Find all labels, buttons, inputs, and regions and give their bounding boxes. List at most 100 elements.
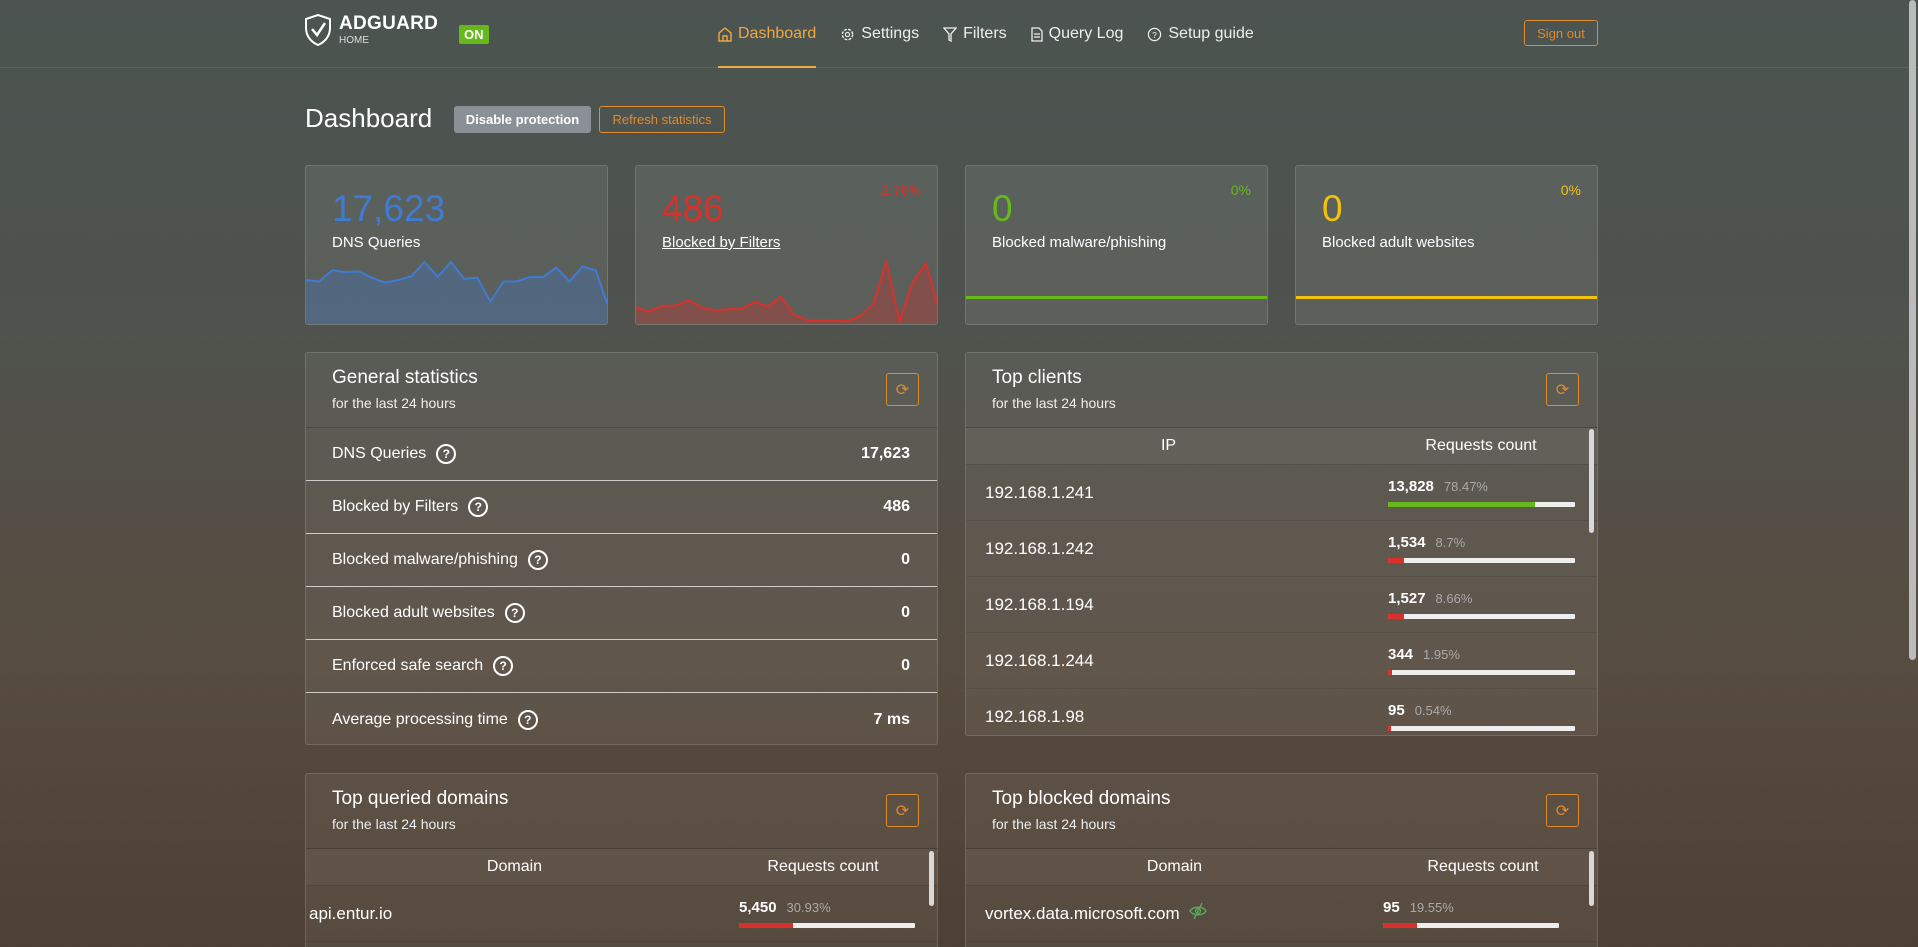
client-ip[interactable]: 192.168.1.194 bbox=[985, 594, 1094, 614]
requests-count-cell: 344 1.95% bbox=[1388, 646, 1575, 675]
nav-filters[interactable]: Filters bbox=[943, 0, 1007, 68]
card-label: Blocked adult websites bbox=[1322, 234, 1475, 251]
panel-title: Top queried domains bbox=[332, 788, 509, 809]
stat-label: Enforced safe search? bbox=[332, 656, 514, 676]
client-ip[interactable]: 192.168.1.242 bbox=[985, 538, 1094, 558]
logo[interactable]: ADGUARD HOME bbox=[305, 14, 438, 46]
help-icon[interactable]: ? bbox=[493, 656, 514, 676]
count-bar-fill bbox=[1388, 614, 1405, 619]
client-row[interactable]: 192.168.1.242 1,534 8.7% bbox=[966, 521, 1597, 577]
top-blocked-domains-panel: Top blocked domains for the last 24 hours… bbox=[965, 773, 1598, 947]
client-row[interactable]: 192.168.1.241 13,828 78.47% bbox=[966, 465, 1597, 521]
domain-row[interactable]: api.entur.io 5,450 30.93% bbox=[306, 886, 937, 942]
column-header-count[interactable]: Requests count bbox=[1427, 858, 1539, 875]
nav-query-log[interactable]: Query Log bbox=[1031, 0, 1124, 68]
stat-label-text: Blocked adult websites bbox=[332, 604, 495, 621]
help-icon[interactable]: ? bbox=[468, 497, 489, 517]
sparkline-point bbox=[463, 277, 466, 280]
requests-count-cell: 95 19.55% bbox=[1383, 899, 1559, 928]
client-ip[interactable]: 192.168.1.244 bbox=[985, 650, 1094, 670]
card-percent: 0% bbox=[1560, 182, 1581, 198]
refresh-button[interactable]: ⟳ bbox=[1546, 794, 1579, 827]
refresh-button[interactable]: ⟳ bbox=[886, 373, 919, 406]
brand-name: ADGUARD bbox=[339, 13, 439, 34]
sparkline-point bbox=[449, 261, 452, 263]
sparkline-point bbox=[436, 276, 439, 278]
blocked-by-filters-link[interactable]: Blocked by Filters bbox=[662, 234, 781, 251]
column-header-count[interactable]: Requests count bbox=[1425, 437, 1537, 454]
page-scrollbar[interactable] bbox=[1909, 0, 1916, 660]
brand-sub: HOME bbox=[339, 35, 369, 46]
nav-settings[interactable]: Settings bbox=[840, 0, 919, 68]
disable-protection-button[interactable]: Disable protection bbox=[454, 106, 591, 133]
refresh-icon: ⟳ bbox=[1555, 381, 1570, 399]
scrollbar[interactable] bbox=[1589, 851, 1594, 906]
client-row[interactable]: 192.168.1.194 1,527 8.66% bbox=[966, 577, 1597, 633]
sparkline-point bbox=[594, 269, 597, 272]
client-ip[interactable]: 192.168.1.241 bbox=[985, 482, 1094, 502]
help-icon[interactable]: ? bbox=[504, 603, 525, 623]
sparkline-point bbox=[489, 300, 492, 303]
sparkline-point bbox=[636, 306, 637, 309]
refresh-icon: ⟳ bbox=[895, 802, 910, 820]
card-label: Blocked malware/phishing bbox=[992, 234, 1167, 251]
card-adult: 0% 0 Blocked adult websites bbox=[1295, 165, 1598, 325]
dns-queries-sparkline bbox=[306, 260, 607, 324]
stat-value: 486 bbox=[883, 498, 910, 515]
column-header-count[interactable]: Requests count bbox=[767, 858, 879, 875]
sparkline-point bbox=[528, 276, 531, 278]
sparkline-point bbox=[872, 303, 875, 306]
refresh-button[interactable]: ⟳ bbox=[886, 794, 919, 827]
stat-label: Blocked malware/phishing? bbox=[332, 550, 548, 570]
count-bar bbox=[1388, 726, 1575, 731]
panel-title: General statistics bbox=[332, 367, 478, 388]
sparkline-point bbox=[700, 306, 703, 309]
nav-dashboard[interactable]: Dashboard bbox=[718, 0, 817, 68]
domain-name[interactable]: vortex.data.microsoft.com bbox=[985, 903, 1180, 923]
nav-label: Query Log bbox=[1048, 25, 1124, 42]
sign-out-button[interactable]: Sign out bbox=[1524, 20, 1598, 46]
sparkline-line bbox=[306, 260, 607, 307]
stat-row: Blocked malware/phishing? 0 bbox=[306, 534, 937, 587]
sparkline-point bbox=[397, 279, 400, 281]
sparkline-point bbox=[714, 309, 717, 312]
scrollbar[interactable] bbox=[929, 851, 934, 906]
client-row[interactable]: 192.168.1.244 344 1.95% bbox=[966, 633, 1597, 689]
eye-slash-icon[interactable] bbox=[1188, 902, 1208, 925]
domain-name[interactable]: api.entur.io bbox=[309, 903, 393, 923]
requests-count-cell: 1,534 8.7% bbox=[1388, 534, 1575, 563]
malware-sparkline bbox=[966, 296, 1267, 299]
card-blocked-filters: 2.76% 486 Blocked by Filters bbox=[635, 165, 938, 325]
scrollbar[interactable] bbox=[1589, 429, 1594, 533]
stat-label: Average processing time? bbox=[332, 709, 538, 730]
client-row[interactable]: 192.168.1.98 95 0.54% bbox=[966, 689, 1597, 735]
help-icon[interactable]: ? bbox=[517, 709, 538, 730]
card-value: 0 bbox=[1322, 188, 1343, 229]
refresh-statistics-button[interactable]: Refresh statistics bbox=[599, 106, 725, 133]
stat-value: 0 bbox=[901, 551, 910, 568]
sparkline-point bbox=[819, 319, 822, 322]
column-header-domain[interactable]: Domain bbox=[1146, 858, 1203, 875]
refresh-icon: ⟳ bbox=[1555, 802, 1570, 820]
count-bar-fill bbox=[1388, 558, 1405, 563]
client-ip[interactable]: 192.168.1.98 bbox=[985, 706, 1085, 726]
stat-value: 0 bbox=[901, 604, 910, 621]
nav-label: Dashboard bbox=[738, 25, 817, 42]
sparkline-point bbox=[911, 281, 914, 284]
refresh-icon: ⟳ bbox=[895, 381, 910, 399]
gear-icon bbox=[841, 28, 854, 40]
stat-row: Enforced safe search? 0 bbox=[306, 640, 937, 693]
help-icon[interactable]: ? bbox=[436, 444, 457, 464]
count-bar bbox=[1388, 670, 1575, 675]
nav-label: Settings bbox=[861, 25, 920, 42]
sparkline-point bbox=[766, 305, 769, 308]
help-icon[interactable]: ? bbox=[527, 550, 548, 570]
panel-subtitle: for the last 24 hours bbox=[992, 395, 1116, 411]
column-header-ip[interactable]: IP bbox=[1160, 437, 1177, 454]
column-header-domain[interactable]: Domain bbox=[486, 858, 543, 875]
requests-count-cell: 13,828 78.47% bbox=[1388, 478, 1575, 507]
refresh-button[interactable]: ⟳ bbox=[1546, 373, 1579, 406]
sparkline-point bbox=[357, 270, 360, 273]
nav-setup-guide[interactable]: ? Setup guide bbox=[1147, 0, 1254, 68]
domain-row[interactable]: vortex.data.microsoft.com 95 19.55% bbox=[966, 886, 1597, 942]
